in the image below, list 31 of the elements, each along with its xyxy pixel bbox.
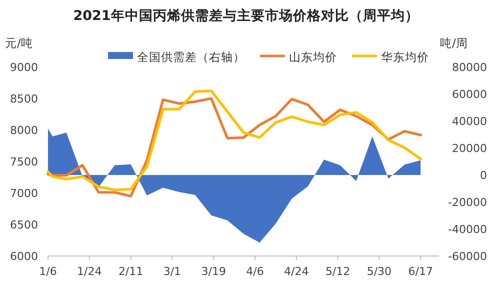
y-tick-label: 8500 bbox=[10, 92, 38, 106]
y2-tick-label: -60000 bbox=[448, 250, 487, 263]
y2-tick-label: 0 bbox=[480, 169, 487, 182]
y-tick-label: 6000 bbox=[10, 250, 38, 263]
legend-label: 全国供需差（右轴） bbox=[137, 50, 245, 64]
y-tick-label: 7000 bbox=[10, 187, 38, 200]
x-tick-label: 5/12 bbox=[325, 265, 350, 278]
y2-tick-label: 40000 bbox=[452, 115, 487, 128]
x-tick-label: 4/6 bbox=[246, 265, 264, 278]
y-tick-label: 9000 bbox=[10, 61, 38, 74]
x-tick-label: 2/11 bbox=[118, 265, 144, 278]
y-tick-label: 6500 bbox=[10, 218, 38, 232]
y2-tick-label: -20000 bbox=[448, 196, 487, 209]
x-tick-label: 6/17 bbox=[408, 265, 433, 278]
y-axis-title: 元/吨 bbox=[5, 36, 33, 50]
chart-title: 2021年中国丙烯供需差与主要市场价格对比（周平均） bbox=[73, 7, 419, 24]
y2-axis-title: 吨/周 bbox=[440, 36, 468, 50]
x-tick-label: 3/1 bbox=[163, 265, 182, 278]
y2-tick-label: -40000 bbox=[448, 223, 487, 236]
legend-label: 华东均价 bbox=[381, 50, 429, 64]
x-tick-label: 1/24 bbox=[77, 265, 102, 278]
y2-tick-label: 80000 bbox=[452, 61, 487, 74]
x-tick-label: 5/30 bbox=[366, 265, 392, 278]
y-tick-label: 7500 bbox=[10, 156, 38, 168]
legend-label: 山东均价 bbox=[289, 50, 337, 64]
y2-tick-label: 20000 bbox=[452, 142, 487, 155]
y-tick-label: 8000 bbox=[10, 124, 38, 137]
x-tick-label: 4/24 bbox=[284, 265, 309, 278]
y2-tick-label: 60000 bbox=[452, 88, 487, 101]
x-tick-label: 1/6 bbox=[39, 265, 57, 278]
x-tick-label: 3/19 bbox=[201, 265, 226, 278]
